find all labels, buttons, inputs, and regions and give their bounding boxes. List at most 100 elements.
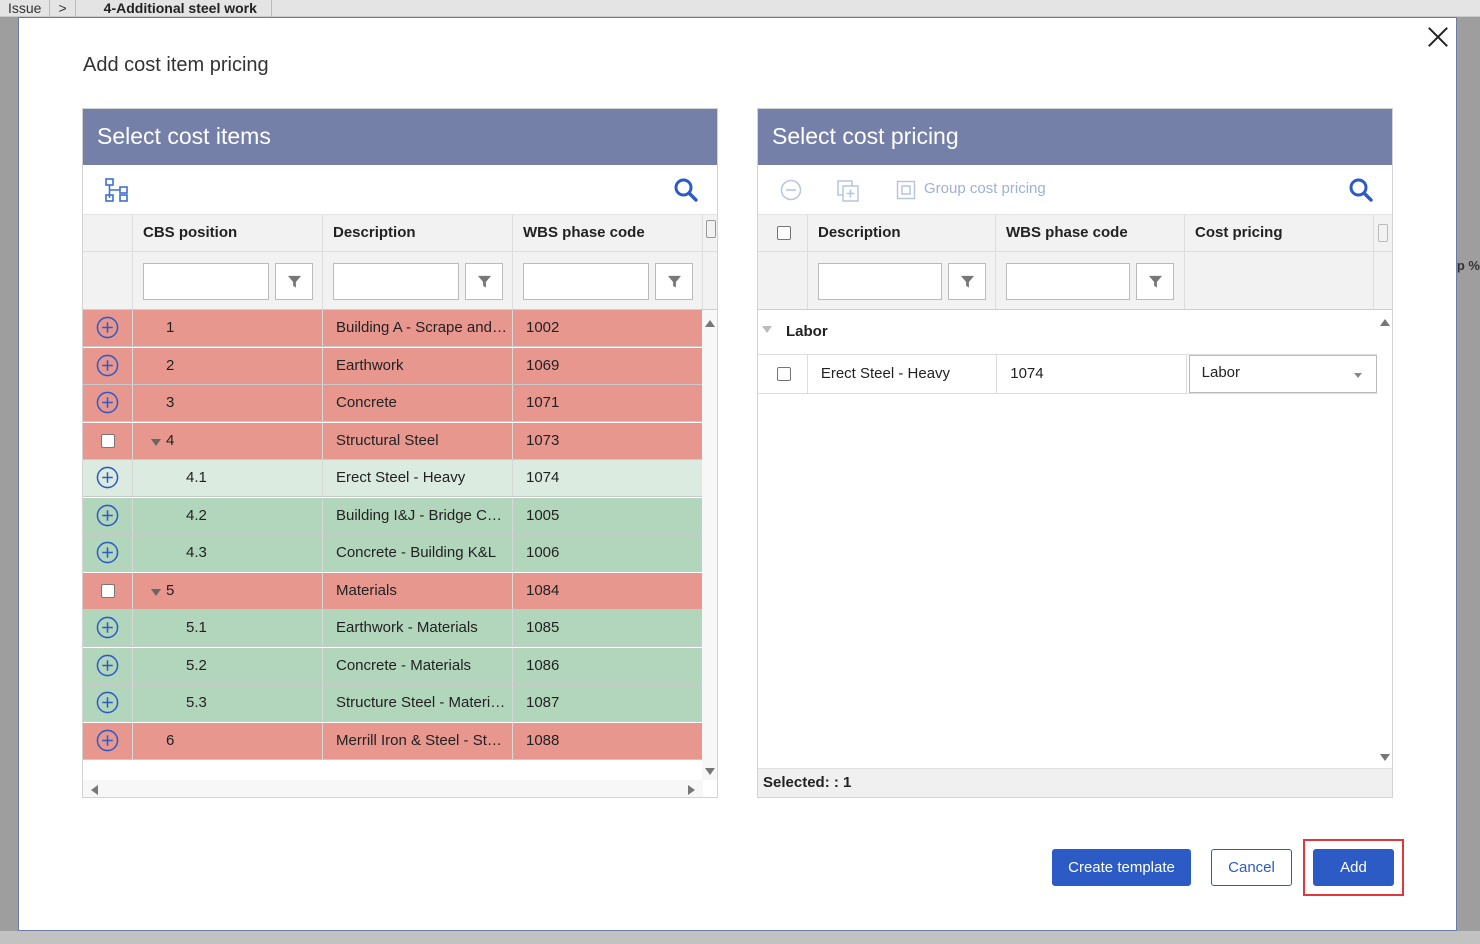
- table-row[interactable]: 5 Materials 1084: [83, 572, 703, 610]
- cbs-position-cell: 5.2: [133, 647, 323, 684]
- description-filter-input[interactable]: [818, 263, 942, 300]
- add-circle-icon[interactable]: [96, 504, 119, 527]
- expand-arrow-icon[interactable]: [151, 588, 161, 596]
- row-checkbox[interactable]: [101, 583, 115, 598]
- wbs-phase-code-cell: 1086: [513, 647, 703, 684]
- table-row[interactable]: 2 Earthwork 1069: [83, 347, 703, 385]
- cost-pricing-select[interactable]: Labor: [1188, 355, 1377, 393]
- table-row[interactable]: 4.2 Building I&J - Bridge C… 1005: [83, 497, 703, 535]
- cbs-position-cell: 4.2: [133, 497, 323, 534]
- add-circle-icon[interactable]: [96, 691, 119, 714]
- cost-pricing-value: Labor: [1201, 364, 1241, 381]
- select-cost-items-panel: Select cost items CBS position Descripti…: [82, 108, 718, 798]
- wbs-phase-code-cell: 1006: [513, 535, 703, 571]
- background-footer: [0, 931, 1480, 944]
- column-header-description[interactable]: Description: [323, 215, 513, 251]
- wbs-filter-button[interactable]: [655, 263, 693, 300]
- group-icon[interactable]: [896, 180, 916, 200]
- cost-pricing-row[interactable]: Erect Steel - Heavy 1074 Labor: [758, 354, 1378, 394]
- select-all-cell: [758, 215, 808, 251]
- select-all-checkbox[interactable]: [777, 226, 791, 240]
- add-button[interactable]: Add: [1313, 849, 1394, 886]
- scroll-up-arrow-icon[interactable]: [705, 320, 715, 327]
- right-grid-header: Description WBS phase code Cost pricing: [758, 215, 1392, 252]
- scroll-down-arrow-icon[interactable]: [705, 768, 715, 775]
- add-circle-icon[interactable]: [96, 616, 119, 639]
- add-circle-icon[interactable]: [96, 541, 119, 564]
- row-select-cell: [758, 355, 808, 393]
- close-icon[interactable]: [1425, 24, 1451, 50]
- table-row[interactable]: 5.2 Concrete - Materials 1086: [83, 647, 703, 685]
- cbs-position-value: 4.2: [186, 506, 207, 524]
- scroll-left-arrow-icon[interactable]: [91, 785, 98, 795]
- column-header-wbs-phase-code[interactable]: WBS phase code: [996, 215, 1185, 251]
- description-cell: Concrete - Materials: [323, 647, 513, 684]
- table-row[interactable]: 1 Building A - Scrape and… 1002: [83, 310, 703, 347]
- group-cost-pricing-button[interactable]: Group cost pricing: [924, 180, 1046, 197]
- panel-title: Select cost pricing: [758, 109, 1392, 165]
- wbs-phase-code-cell: 1087: [513, 685, 703, 721]
- left-toolbar: [83, 165, 717, 215]
- wbs-filter-button[interactable]: [1136, 263, 1174, 300]
- add-circle-icon[interactable]: [96, 354, 119, 377]
- right-filter-row: [758, 252, 1392, 310]
- cancel-button[interactable]: Cancel: [1211, 849, 1292, 886]
- description-cell: Erect Steel - Heavy: [323, 460, 513, 496]
- remove-icon[interactable]: [780, 179, 802, 201]
- row-checkbox[interactable]: [777, 367, 791, 381]
- table-row[interactable]: 4.1 Erect Steel - Heavy 1074: [83, 460, 703, 497]
- description-filter-button[interactable]: [465, 263, 503, 300]
- add-circle-icon[interactable]: [96, 391, 119, 414]
- expand-arrow-icon[interactable]: [151, 438, 161, 446]
- table-row[interactable]: 5.3 Structure Steel - Materi… 1087: [83, 685, 703, 722]
- breadcrumb-separator: >: [58, 0, 67, 16]
- collapse-arrow-icon[interactable]: [762, 326, 772, 333]
- description-filter-button[interactable]: [948, 263, 986, 300]
- column-header-cost-pricing[interactable]: Cost pricing: [1185, 215, 1374, 251]
- background-breadcrumb: Issue > 4-Additional steel work: [0, 0, 1480, 17]
- column-chooser-icon[interactable]: [703, 215, 717, 251]
- wbs-filter-input[interactable]: [1006, 263, 1130, 300]
- scroll-right-arrow-icon[interactable]: [688, 785, 695, 795]
- cbs-position-cell: 6: [133, 722, 323, 759]
- scroll-down-arrow-icon[interactable]: [1380, 754, 1390, 761]
- wbs-filter-input[interactable]: [523, 263, 649, 300]
- cbs-position-cell: 4.3: [133, 535, 323, 571]
- cbs-filter-button[interactable]: [275, 263, 313, 300]
- cbs-filter-input[interactable]: [143, 263, 269, 300]
- table-row[interactable]: 3 Concrete 1071: [83, 385, 703, 422]
- left-horizontal-scrollbar[interactable]: [83, 780, 703, 797]
- add-circle-icon[interactable]: [96, 466, 119, 489]
- description-filter-input[interactable]: [333, 263, 459, 300]
- add-circle-icon[interactable]: [96, 316, 119, 339]
- column-header-cbs-position[interactable]: CBS position: [133, 215, 323, 251]
- description-cell: Merrill Iron & Steel - St…: [323, 722, 513, 759]
- create-template-button[interactable]: Create template: [1052, 849, 1191, 886]
- filter-icon: [287, 275, 302, 288]
- left-filter-row: [83, 252, 717, 310]
- breadcrumb-current: 4-Additional steel work: [103, 0, 257, 16]
- column-chooser-icon[interactable]: [1374, 215, 1392, 251]
- duplicate-icon[interactable]: [836, 179, 860, 203]
- panel-title: Select cost items: [83, 109, 717, 165]
- add-cost-item-pricing-dialog: Add cost item pricing Select cost items …: [18, 17, 1457, 931]
- scroll-up-arrow-icon[interactable]: [1380, 319, 1390, 326]
- search-icon[interactable]: [1348, 177, 1374, 203]
- search-icon[interactable]: [673, 177, 699, 203]
- description-cell: Concrete: [323, 385, 513, 421]
- group-row-labor[interactable]: Labor: [758, 310, 1392, 354]
- add-circle-icon[interactable]: [96, 654, 119, 677]
- table-row[interactable]: 4 Structural Steel 1073: [83, 422, 703, 460]
- add-circle-icon[interactable]: [96, 729, 119, 752]
- row-checkbox[interactable]: [101, 433, 115, 448]
- cbs-position-cell: 5: [133, 572, 323, 609]
- left-vertical-scrollbar[interactable]: [702, 310, 717, 780]
- table-row[interactable]: 6 Merrill Iron & Steel - St… 1088: [83, 722, 703, 760]
- hierarchy-icon[interactable]: [104, 177, 130, 203]
- right-vertical-scrollbar[interactable]: [1377, 310, 1392, 770]
- table-row[interactable]: 4.3 Concrete - Building K&L 1006: [83, 535, 703, 572]
- column-header-wbs-phase-code[interactable]: WBS phase code: [513, 215, 703, 251]
- table-row[interactable]: 5.1 Earthwork - Materials 1085: [83, 610, 703, 647]
- breadcrumb-root[interactable]: Issue: [8, 0, 42, 16]
- column-header-description[interactable]: Description: [808, 215, 996, 251]
